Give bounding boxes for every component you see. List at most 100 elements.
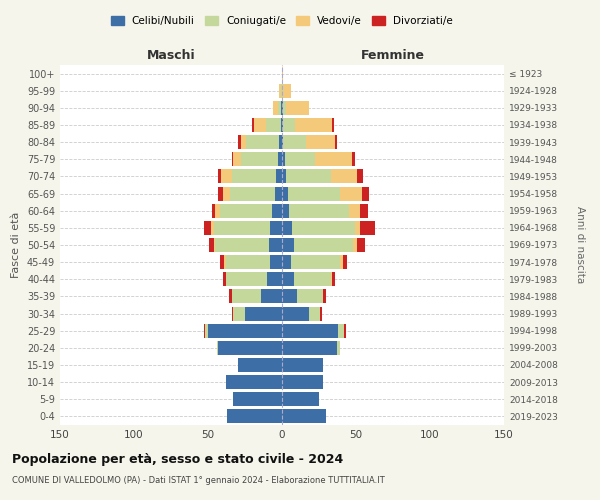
- Bar: [215, 204, 220, 218]
- Bar: [282, 66, 283, 80]
- Bar: [282, 392, 319, 406]
- Bar: [282, 152, 285, 166]
- Bar: [355, 221, 361, 235]
- Bar: [253, 118, 254, 132]
- Bar: [305, 135, 335, 149]
- Bar: [209, 238, 214, 252]
- Bar: [353, 238, 358, 252]
- Text: Maschi: Maschi: [146, 48, 196, 62]
- Bar: [283, 135, 305, 149]
- Bar: [281, 118, 282, 132]
- Bar: [338, 324, 344, 338]
- Bar: [352, 152, 355, 166]
- Bar: [286, 101, 308, 115]
- Legend: Celibi/Nubili, Coniugati/e, Vedovi/e, Divorziati/e: Celibi/Nubili, Coniugati/e, Vedovi/e, Di…: [108, 12, 456, 29]
- Bar: [276, 170, 282, 183]
- Bar: [282, 410, 326, 424]
- Bar: [217, 341, 218, 355]
- Bar: [214, 238, 215, 252]
- Bar: [282, 324, 338, 338]
- Bar: [282, 290, 297, 304]
- Bar: [232, 290, 261, 304]
- Bar: [286, 170, 331, 183]
- Bar: [282, 170, 286, 183]
- Bar: [241, 135, 247, 149]
- Bar: [331, 272, 332, 286]
- Bar: [208, 324, 282, 338]
- Text: Femmine: Femmine: [361, 48, 425, 62]
- Bar: [226, 375, 282, 389]
- Bar: [294, 272, 331, 286]
- Bar: [292, 221, 355, 235]
- Bar: [335, 135, 337, 149]
- Bar: [245, 306, 282, 320]
- Bar: [275, 186, 282, 200]
- Bar: [320, 306, 322, 320]
- Bar: [211, 221, 214, 235]
- Bar: [282, 375, 323, 389]
- Bar: [215, 238, 269, 252]
- Bar: [223, 186, 230, 200]
- Bar: [226, 255, 270, 269]
- Text: Popolazione per età, sesso e stato civile - 2024: Popolazione per età, sesso e stato civil…: [12, 452, 343, 466]
- Bar: [218, 186, 223, 200]
- Bar: [254, 118, 266, 132]
- Bar: [337, 341, 340, 355]
- Bar: [233, 392, 282, 406]
- Bar: [283, 84, 291, 98]
- Bar: [224, 255, 226, 269]
- Bar: [241, 152, 278, 166]
- Bar: [247, 135, 279, 149]
- Bar: [285, 152, 314, 166]
- Bar: [214, 221, 270, 235]
- Bar: [282, 118, 283, 132]
- Bar: [282, 358, 323, 372]
- Bar: [278, 152, 282, 166]
- Bar: [295, 118, 332, 132]
- Bar: [282, 306, 308, 320]
- Y-axis label: Fasce di età: Fasce di età: [11, 212, 21, 278]
- Bar: [261, 290, 282, 304]
- Bar: [282, 221, 292, 235]
- Bar: [269, 238, 282, 252]
- Bar: [223, 272, 226, 286]
- Bar: [203, 221, 211, 235]
- Bar: [340, 255, 343, 269]
- Bar: [291, 255, 340, 269]
- Bar: [283, 118, 295, 132]
- Bar: [332, 118, 334, 132]
- Bar: [238, 135, 241, 149]
- Bar: [297, 290, 323, 304]
- Bar: [226, 272, 267, 286]
- Bar: [272, 204, 282, 218]
- Bar: [361, 221, 375, 235]
- Bar: [344, 324, 346, 338]
- Bar: [358, 170, 364, 183]
- Text: COMUNE DI VALLEDOLMO (PA) - Dati ISTAT 1° gennaio 2024 - Elaborazione TUTTITALIA: COMUNE DI VALLEDOLMO (PA) - Dati ISTAT 1…: [12, 476, 385, 485]
- Bar: [232, 170, 276, 183]
- Bar: [289, 204, 349, 218]
- Bar: [218, 341, 282, 355]
- Bar: [288, 186, 340, 200]
- Bar: [332, 272, 335, 286]
- Bar: [282, 272, 294, 286]
- Bar: [233, 152, 241, 166]
- Bar: [220, 255, 224, 269]
- Bar: [282, 84, 283, 98]
- Bar: [212, 204, 215, 218]
- Bar: [282, 101, 283, 115]
- Bar: [203, 324, 205, 338]
- Bar: [294, 238, 353, 252]
- Bar: [227, 410, 282, 424]
- Bar: [283, 101, 286, 115]
- Bar: [282, 186, 288, 200]
- Bar: [233, 306, 245, 320]
- Bar: [340, 186, 362, 200]
- Bar: [229, 290, 232, 304]
- Bar: [282, 255, 291, 269]
- Bar: [349, 204, 361, 218]
- Bar: [323, 290, 326, 304]
- Bar: [281, 84, 282, 98]
- Bar: [281, 101, 282, 115]
- Bar: [282, 135, 283, 149]
